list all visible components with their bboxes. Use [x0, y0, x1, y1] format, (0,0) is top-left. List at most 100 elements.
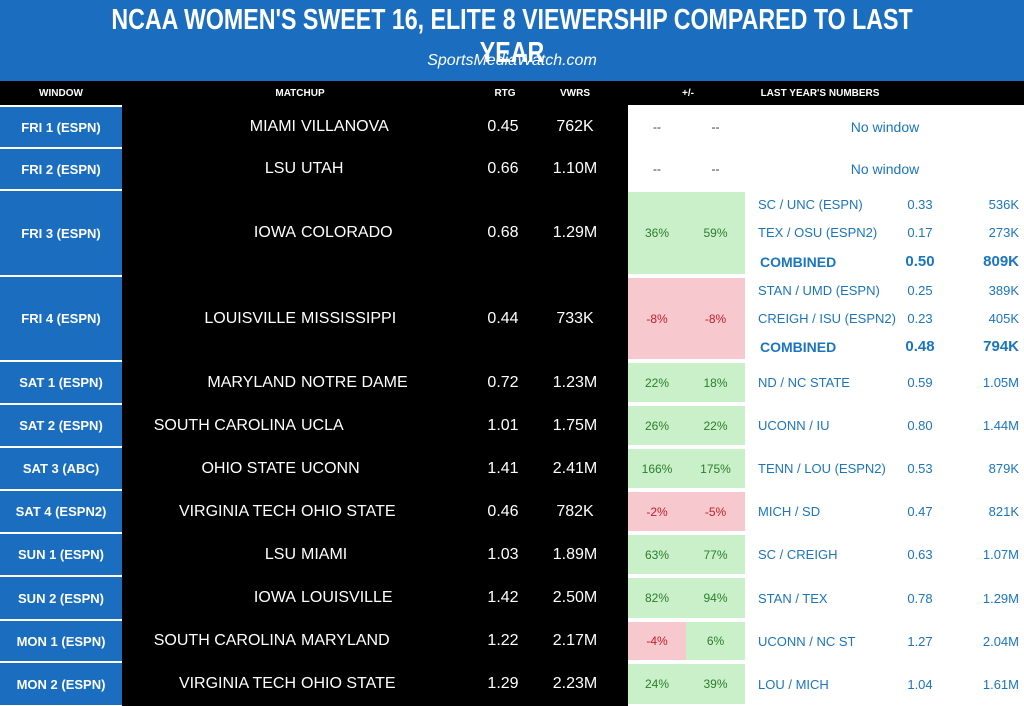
- last-year-viewers: 1.07M: [982, 547, 1019, 562]
- team-1: LSU: [264, 160, 296, 177]
- team-1: VIRGINIA TECH: [178, 675, 296, 692]
- team-1: LSU: [264, 545, 296, 563]
- last-year-label: STAN / TEX: [758, 590, 828, 606]
- last-year-viewers: 273K: [988, 225, 1019, 241]
- change-cell: 94%: [686, 578, 745, 618]
- change-cell: 166%: [628, 449, 686, 488]
- title: NCAA WOMEN'S SWEET 16, ELITE 8 VIEWERSHI…: [0, 4, 1024, 70]
- team-2: MIAMI: [301, 545, 348, 563]
- last-year-viewers: 1.05M: [982, 375, 1019, 390]
- window-cell: MON 1 (ESPN): [0, 620, 122, 662]
- change-cell: 59%: [686, 192, 745, 274]
- team-1: OHIO STATE: [201, 459, 296, 477]
- change-cell: 26%: [628, 406, 686, 445]
- window-cell: SAT 4 (ESPN2): [0, 490, 122, 533]
- last-year-label: COMBINED: [760, 338, 837, 355]
- last-year-rating: 1.27: [907, 633, 933, 649]
- change-cell: 63%: [628, 535, 686, 574]
- rating: 1.42: [487, 589, 519, 606]
- change-cell: 22%: [686, 406, 745, 445]
- team-2: LOUISVILLE: [301, 589, 393, 606]
- last-year-rating: 0.59: [907, 375, 933, 390]
- change-cell: 24%: [628, 664, 686, 704]
- viewers: 1.89M: [552, 545, 598, 563]
- change-cell: 175%: [686, 449, 745, 488]
- last-year-rating: 1.04: [907, 676, 933, 692]
- change-cell: --: [628, 150, 686, 188]
- last-year-label: MICH / SD: [758, 504, 821, 519]
- change-cell: -8%: [686, 278, 745, 359]
- rating: 0.66: [487, 160, 519, 177]
- team-1: MIAMI: [249, 118, 296, 135]
- last-year-viewers: 879K: [988, 461, 1019, 476]
- column-header: VWRS: [560, 87, 590, 99]
- last-year-label: UCONN / IU: [758, 418, 830, 433]
- window-cell: MON 2 (ESPN): [0, 662, 122, 706]
- viewers: 733K: [556, 309, 594, 327]
- team-1: MARYLAND: [207, 373, 296, 391]
- rating: 1.41: [487, 459, 519, 477]
- last-year-label: UCONN / NC ST: [758, 633, 856, 649]
- last-year-viewers: 389K: [988, 282, 1019, 298]
- last-year-viewers: 405K: [988, 310, 1019, 326]
- last-year-label: TENN / LOU (ESPN2): [758, 461, 886, 476]
- team-2: COLORADO: [301, 224, 393, 241]
- header-row: [0, 81, 1024, 105]
- rating: 1.29: [487, 675, 519, 692]
- last-year-viewers: 1.61M: [982, 676, 1019, 692]
- last-year-label: ND / NC STATE: [758, 375, 850, 390]
- column-header: WINDOW: [39, 87, 83, 99]
- change-cell: 77%: [686, 535, 745, 574]
- viewers: 1.75M: [552, 416, 598, 434]
- last-year-rating: 0.53: [907, 461, 933, 476]
- last-year-note: No window: [850, 119, 920, 135]
- team-1: IOWA: [253, 589, 296, 606]
- rating: 0.72: [487, 373, 519, 391]
- change-cell: 18%: [686, 363, 745, 402]
- viewers: 1.29M: [552, 224, 598, 241]
- last-year-rating: 0.47: [907, 504, 933, 519]
- last-year-rating: 0.80: [907, 418, 933, 433]
- team-1: IOWA: [253, 224, 296, 241]
- rating: 1.03: [487, 545, 519, 563]
- column-header: LAST YEAR'S NUMBERS: [760, 87, 880, 99]
- rating: 0.46: [487, 502, 519, 520]
- change-cell: -2%: [628, 492, 686, 531]
- window-cell: SUN 1 (ESPN): [0, 533, 122, 576]
- team-2: MARYLAND: [301, 632, 390, 649]
- team-1: LOUISVILLE: [204, 309, 296, 327]
- matchup-background: [122, 105, 628, 706]
- column-header: RTG: [494, 87, 516, 99]
- team-2: OHIO STATE: [301, 502, 396, 520]
- rating: 1.22: [487, 632, 519, 649]
- team-2: OHIO STATE: [301, 675, 396, 692]
- last-year-note: No window: [850, 161, 920, 177]
- viewers: 1.23M: [552, 373, 598, 391]
- window-cell: FRI 4 (ESPN): [0, 276, 122, 361]
- viewers: 2.17M: [552, 632, 598, 649]
- last-year-rating: 0.17: [907, 225, 933, 241]
- last-year-viewers: 1.44M: [982, 418, 1019, 433]
- last-year-label: CREIGH / ISU (ESPN2): [758, 310, 896, 326]
- last-year-viewers: 794K: [983, 338, 1019, 356]
- change-cell: --: [686, 108, 745, 146]
- title-bar: [0, 0, 1024, 81]
- change-cell: 22%: [628, 363, 686, 402]
- column-header: MATCHUP: [275, 87, 325, 99]
- change-cell: -4%: [628, 622, 686, 660]
- viewers: 1.10M: [552, 160, 598, 177]
- last-year-rating: 0.48: [905, 338, 935, 356]
- team-2: UCONN: [301, 459, 360, 477]
- column-header: +/-: [682, 87, 694, 99]
- window-cell: SAT 2 (ESPN): [0, 404, 122, 447]
- last-year-rating: 0.23: [907, 310, 933, 326]
- title-text: NCAA WOMEN'S SWEET 16, ELITE 8 VIEWERSHI…: [111, 4, 913, 69]
- window-cell: SAT 3 (ABC): [0, 447, 122, 490]
- change-cell: 39%: [686, 664, 745, 704]
- change-cell: -5%: [686, 492, 745, 531]
- last-year-label: SC / CREIGH: [758, 547, 838, 562]
- change-cell: -8%: [628, 278, 686, 359]
- rating: 1.01: [487, 416, 519, 434]
- last-year-rating: 0.78: [907, 590, 933, 606]
